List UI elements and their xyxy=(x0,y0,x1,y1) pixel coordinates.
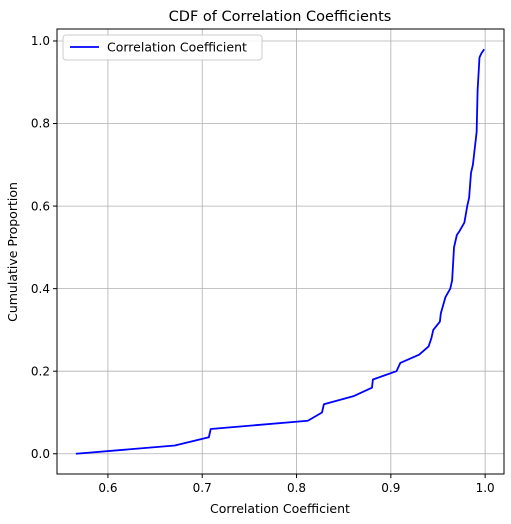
legend-box xyxy=(62,34,263,61)
y-axis-ticks: 0.0 0.2 0.4 0.6 0.8 1.0 xyxy=(31,34,57,461)
x-tick-label: 0.8 xyxy=(287,481,306,495)
y-tick-label: 1.0 xyxy=(31,34,50,48)
y-tick-label: 0.8 xyxy=(31,117,50,131)
legend-label: Correlation Coefficient xyxy=(107,40,247,55)
x-axis-ticks: 0.6 0.7 0.8 0.9 1.0 xyxy=(98,474,495,495)
x-axis-label: Correlation Coefficient xyxy=(210,501,350,516)
chart-title: CDF of Correlation Coefficients xyxy=(169,9,392,25)
y-tick-label: 0.2 xyxy=(31,364,50,378)
y-tick-label: 0.6 xyxy=(31,199,50,213)
x-tick-label: 1.0 xyxy=(476,481,495,495)
grid-lines xyxy=(57,29,504,474)
y-axis-label: Cumulative Proportion xyxy=(5,182,20,322)
y-tick-label: 0.4 xyxy=(31,282,50,296)
series-group xyxy=(75,48,485,455)
plot-frame xyxy=(56,28,505,475)
x-tick-label: 0.6 xyxy=(98,481,117,495)
legend: Correlation Coefficient xyxy=(62,34,263,61)
x-tick-label: 0.7 xyxy=(193,481,212,495)
cdf-line xyxy=(75,48,485,455)
y-tick-label: 0.0 xyxy=(31,447,50,461)
x-tick-label: 0.9 xyxy=(381,481,400,495)
